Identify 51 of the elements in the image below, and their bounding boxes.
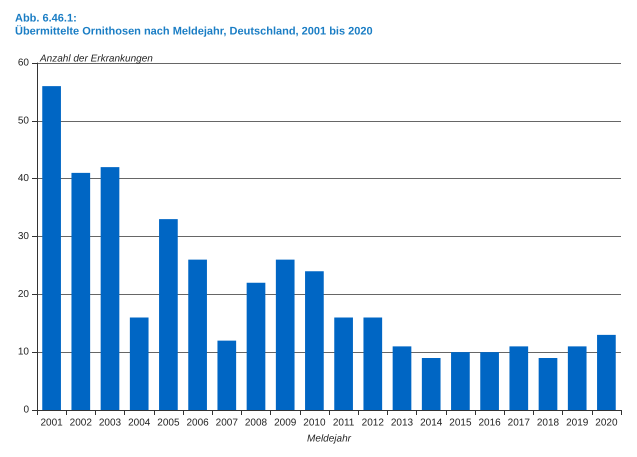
x-tick-label: 2003 — [98, 418, 122, 428]
x-tick-label: 2011 — [332, 418, 355, 428]
x-axis-title: Meldejahr — [307, 434, 352, 444]
bar — [159, 219, 178, 410]
x-tick-label: 2005 — [157, 418, 180, 428]
bar — [422, 358, 441, 410]
bar — [509, 346, 528, 410]
chart-subtitle: Übermittelte Ornithosen nach Meldejahr, Deutschland, 2001 bis 2020 — [15, 24, 373, 38]
bar — [363, 317, 382, 410]
bar — [334, 317, 353, 410]
y-tick-label: 0 — [23, 404, 30, 416]
x-tick-label: 2007 — [216, 418, 238, 428]
bar — [100, 167, 120, 410]
y-tick-label: 10 — [18, 346, 30, 358]
bar — [597, 334, 616, 410]
x-tick-label: 2014 — [420, 418, 443, 428]
bar — [71, 172, 90, 410]
y-tick-label: 20 — [18, 288, 30, 300]
bar — [538, 358, 558, 410]
bar — [276, 260, 295, 410]
chart-title: Abb. 6.46.1: — [15, 12, 77, 24]
x-tick-label: 2010 — [303, 418, 326, 428]
x-tick-label: 2001 — [40, 418, 64, 428]
x-tick-label: 2006 — [186, 418, 210, 428]
x-tick-label: 2009 — [274, 418, 297, 428]
x-tick-label: 2016 — [478, 418, 502, 428]
x-tick-label: 2002 — [70, 418, 92, 428]
bar — [217, 340, 236, 410]
bar — [392, 346, 412, 410]
y-tick-label: 30 — [18, 231, 30, 242]
bar — [568, 346, 587, 410]
x-tick-label: 2012 — [362, 418, 384, 428]
x-tick-label: 2015 — [449, 418, 472, 428]
bar — [188, 260, 207, 410]
x-tick-label: 2020 — [595, 418, 618, 428]
bar — [305, 271, 324, 410]
x-tick-label: 2004 — [128, 418, 151, 428]
y-tick-label: 40 — [18, 173, 30, 184]
y-axis-title: Anzahl der Erkrankungen — [39, 54, 154, 64]
bar — [246, 282, 266, 410]
x-tick-label: 2013 — [390, 418, 414, 428]
bar — [130, 317, 149, 410]
x-tick-label: 2008 — [244, 418, 268, 428]
x-tick-label: 2018 — [536, 418, 560, 428]
x-tick-label: 2019 — [566, 418, 589, 428]
bar — [480, 352, 499, 410]
y-tick-label: 60 — [18, 58, 30, 68]
bar — [42, 86, 61, 410]
y-tick-label: 50 — [18, 115, 30, 126]
x-tick-label: 2017 — [508, 418, 530, 428]
bar — [451, 352, 470, 410]
